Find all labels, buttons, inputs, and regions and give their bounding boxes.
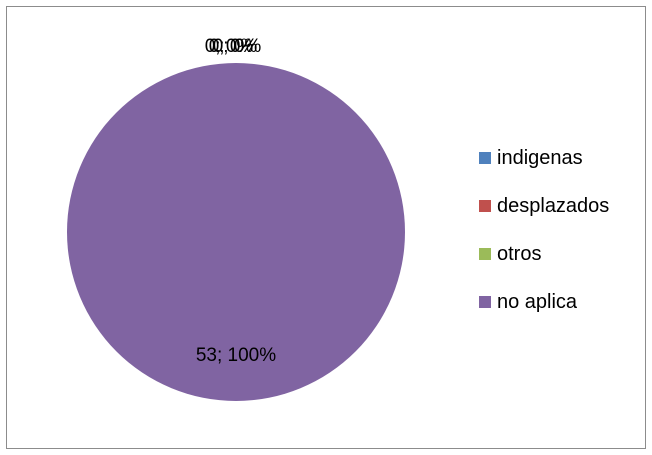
legend-swatch-desplazados (479, 200, 491, 212)
legend-label-desplazados: desplazados (497, 194, 610, 217)
legend-swatch-no-aplica (479, 296, 491, 308)
legend-label-indigenas: indigenas (497, 146, 583, 169)
pie-slice-no-aplica (67, 63, 405, 401)
pie-slices (67, 63, 405, 401)
legend-label-otros: otros (497, 242, 542, 265)
legend-item-otros: otros (479, 242, 649, 266)
legend-swatch-otros (479, 248, 491, 260)
legend-item-no-aplica: no aplica (479, 290, 649, 314)
data-label-desplazados: 0; 0% (209, 36, 258, 57)
data-label-indigenas: 0; 0% (205, 36, 254, 57)
legend: indigenas desplazados otros no aplica (479, 146, 649, 338)
legend-swatch-indigenas (479, 152, 491, 164)
legend-label-no-aplica: no aplica (497, 290, 578, 313)
data-label-otros: 0; 0% (213, 36, 262, 57)
legend-item-indigenas: indigenas (479, 146, 649, 170)
pie-data-labels: 0; 0%0; 0%0; 0% 53; 100% (196, 36, 276, 366)
legend-item-desplazados: desplazados (479, 194, 649, 218)
data-label-no-aplica: 53; 100% (196, 345, 276, 366)
